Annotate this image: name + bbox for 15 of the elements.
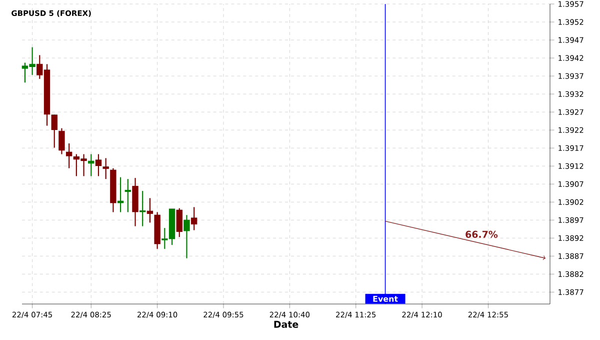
candlestick <box>124 178 131 213</box>
candlestick <box>95 154 102 177</box>
candlestick <box>190 206 198 231</box>
candlestick <box>58 128 65 155</box>
annotation: 66.7% <box>466 230 498 238</box>
candlestick <box>184 214 190 259</box>
candlestick <box>176 208 182 238</box>
candlestick <box>66 142 72 169</box>
x-axis-title: Date <box>274 320 298 328</box>
candlestick <box>117 176 124 213</box>
candlestick <box>102 158 109 180</box>
candlestick <box>51 114 58 148</box>
candlestick <box>140 190 146 227</box>
candlestick <box>146 198 154 224</box>
candlestick <box>88 154 94 177</box>
